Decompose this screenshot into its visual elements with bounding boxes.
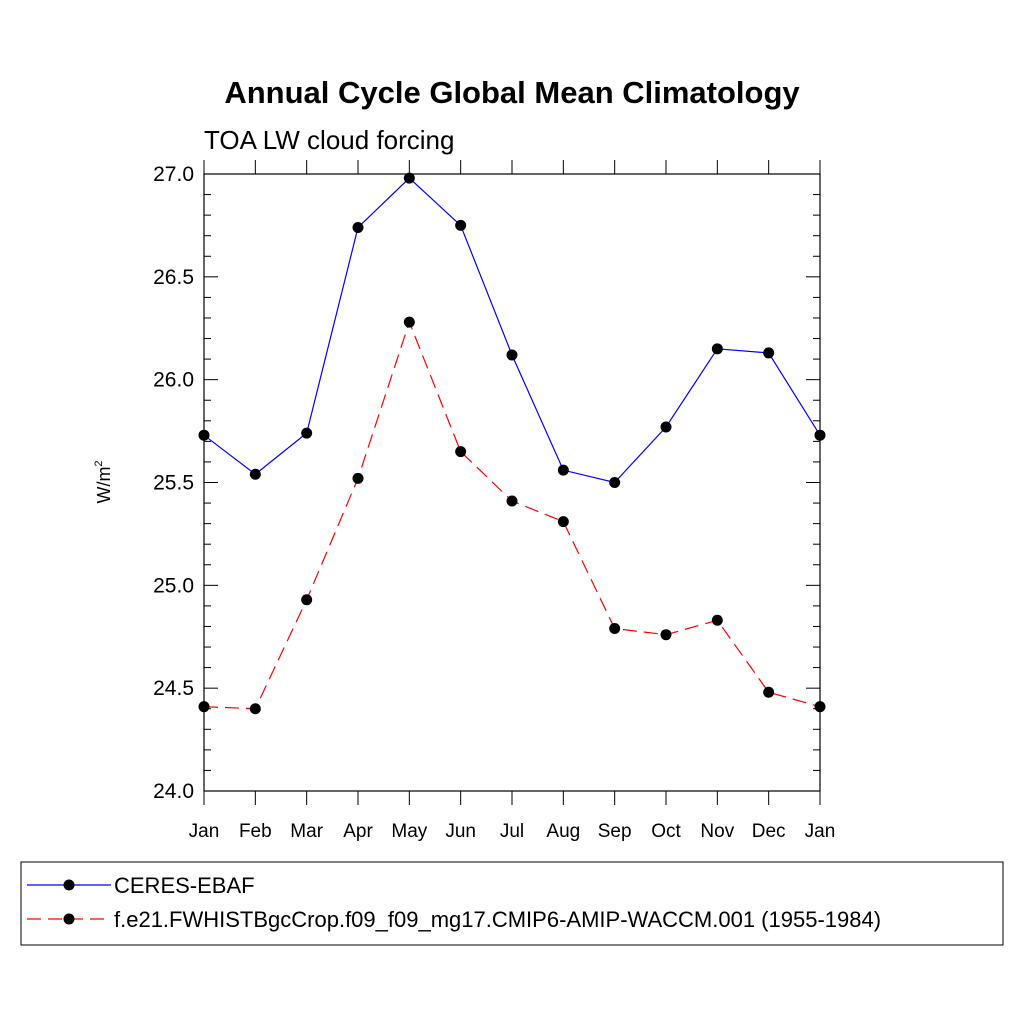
y-tick-label: 25.0: [153, 574, 194, 597]
axis-ticks: [203, 160, 821, 805]
data-point-s0-10: [711, 343, 723, 355]
legend-label-model: f.e21.FWHISTBgcCrop.f09_f09_mg17.CMIP6-A…: [114, 907, 881, 932]
y-tick-labels: 24.0 24.5 25.0 25.5 26.0 26.5 27.0: [153, 163, 194, 803]
y-axis-label: W/m2: [93, 460, 114, 503]
legend-marker-model: [63, 913, 75, 925]
x-tick-label: May: [391, 821, 427, 842]
data-markers: [198, 172, 826, 715]
plot-frame: [203, 173, 821, 792]
series-line-1: [203, 320, 821, 710]
y-tick-label: 27.0: [153, 163, 194, 186]
y-tick-label: 24.0: [153, 780, 194, 803]
data-point-s1-1: [249, 703, 261, 715]
data-point-s1-9: [660, 629, 672, 641]
y-axis-label-base: W/m: [94, 467, 114, 504]
data-point-s0-2: [301, 427, 313, 439]
legend-label-ceres: CERES-EBAF: [114, 873, 255, 898]
series-lines: [203, 177, 821, 710]
x-tick-label: Mar: [290, 821, 323, 842]
y-axis-label-sup: 2: [93, 460, 105, 466]
data-point-s0-6: [506, 349, 518, 361]
data-point-s0-3: [352, 221, 364, 233]
chart-subtitle: TOA LW cloud forcing: [204, 125, 454, 155]
data-point-s1-3: [352, 472, 364, 484]
x-tick-label: Oct: [651, 821, 681, 842]
x-tick-label: Apr: [343, 821, 373, 842]
data-point-s1-0: [198, 701, 210, 713]
legend-box: [20, 861, 1004, 946]
x-tick-label: Jan: [189, 821, 220, 842]
data-point-s0-0: [198, 429, 210, 441]
y-tick-label: 25.5: [153, 472, 194, 495]
x-tick-label: Jul: [500, 821, 524, 842]
data-point-s1-5: [455, 446, 467, 458]
data-point-s1-6: [506, 495, 518, 507]
x-tick-label: Jan: [805, 821, 836, 842]
y-tick-label: 26.0: [153, 369, 194, 392]
data-point-s0-11: [763, 347, 775, 359]
data-point-s1-7: [557, 516, 569, 528]
data-point-s1-10: [711, 614, 723, 626]
x-tick-label: Jun: [445, 821, 476, 842]
y-tick-label: 26.5: [153, 266, 194, 289]
data-point-s1-2: [301, 594, 313, 606]
data-point-s0-7: [557, 464, 569, 476]
data-point-s0-1: [249, 468, 261, 480]
data-point-s1-12: [814, 701, 826, 713]
data-point-s1-8: [609, 623, 621, 635]
data-point-s1-11: [763, 686, 775, 698]
data-point-s0-12: [814, 429, 826, 441]
x-tick-label: Dec: [752, 821, 786, 842]
x-tick-label: Aug: [546, 821, 580, 842]
chart-title: Annual Cycle Global Mean Climatology: [224, 75, 800, 110]
x-tick-labels: Jan Feb Mar Apr May Jun Jul Aug Sep Oct Nov Dec Jan: [189, 821, 836, 842]
legend-marker-ceres: [63, 879, 75, 891]
data-point-s1-4: [403, 316, 415, 328]
svg-text:W/m2: W/m2: [93, 460, 114, 503]
y-tick-label: 24.5: [153, 677, 194, 700]
x-tick-label: Sep: [598, 821, 632, 842]
data-point-s0-8: [609, 477, 621, 488]
series-line-0: [203, 177, 821, 484]
data-point-s0-9: [660, 421, 672, 433]
legend: CERES-EBAF f.e21.FWHISTBgcCrop.f09_f09_m…: [20, 861, 1004, 946]
data-point-s0-5: [455, 219, 467, 231]
x-tick-label: Feb: [239, 821, 272, 842]
data-point-s0-4: [403, 172, 415, 184]
x-tick-label: Nov: [700, 821, 734, 842]
